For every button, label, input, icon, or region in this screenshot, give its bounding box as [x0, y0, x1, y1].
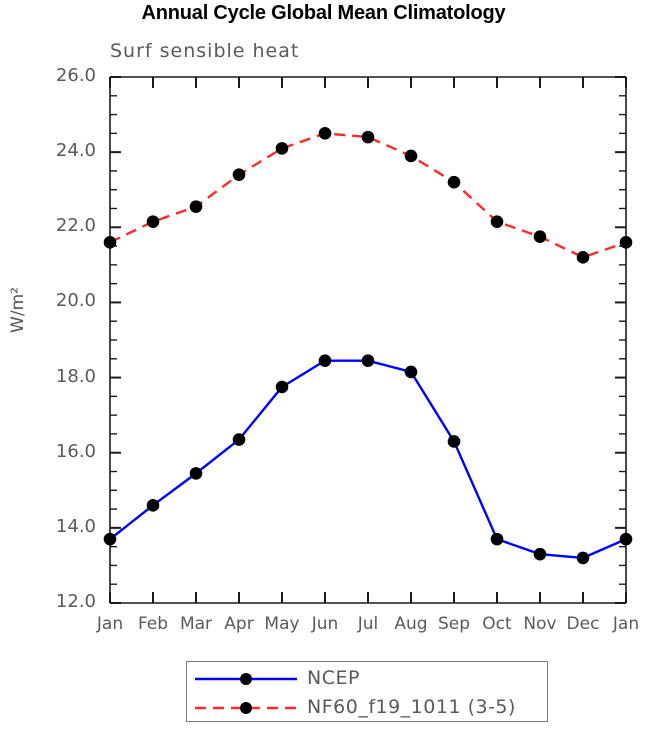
x-tick-label: May [264, 614, 300, 634]
legend-label-ncep: NCEP [307, 667, 360, 689]
x-tick-label: Sep [437, 614, 471, 634]
legend-entry-ncep: NCEP [187, 664, 547, 694]
y-tick-label: 16.0 [55, 440, 96, 462]
x-tick-label: Aug [394, 614, 428, 634]
y-tick-label: 24.0 [55, 140, 96, 162]
data-series-group [103, 127, 633, 565]
x-tick-label: Feb [137, 614, 169, 634]
x-tick-label: Mar [179, 614, 213, 634]
legend-entry-model: NF60_f19_1011 (3-5) [187, 693, 547, 723]
x-tick-label: Apr [224, 614, 254, 634]
y-tick-label: 20.0 [55, 290, 96, 312]
x-tick-label: Jun [311, 614, 339, 634]
x-tick-label: Nov [523, 614, 557, 634]
axis-ticks [109, 76, 627, 604]
x-tick-label: Oct [482, 614, 512, 634]
x-tick-label: Jul [357, 614, 379, 634]
page-title: Annual Cycle Global Mean Climatology [141, 2, 506, 24]
y-tick-label: 14.0 [55, 515, 96, 537]
x-tick-label: Jan [96, 614, 124, 634]
x-tick-label: Jan [612, 614, 640, 634]
legend-label-model: NF60_f19_1011 (3-5) [307, 696, 516, 718]
legend-swatch-model [195, 702, 297, 714]
y-tick-label: 22.0 [55, 215, 96, 237]
y-axis-label: W/m² [8, 287, 28, 333]
legend-swatch-ncep [195, 673, 297, 685]
y-tick-label: 26.0 [55, 65, 96, 86]
y-tick-label: 12.0 [55, 591, 96, 612]
x-tick-label: Dec [566, 614, 600, 634]
y-tick-label: 18.0 [55, 365, 96, 387]
chart-legend: NCEP NF60_f19_1011 (3-5) [186, 661, 548, 722]
axes-frame [109, 76, 627, 604]
chart-subtitle: Surf sensible heat [110, 40, 300, 62]
